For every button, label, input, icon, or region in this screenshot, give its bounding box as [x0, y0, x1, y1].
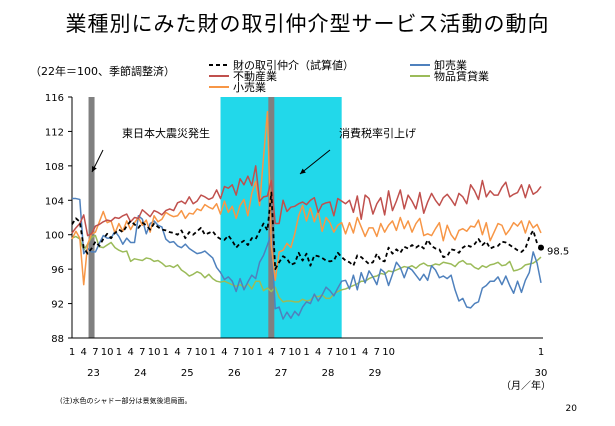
series-line — [71, 165, 542, 237]
series-line — [71, 191, 542, 271]
annotation-arrow-line — [299, 149, 331, 175]
month-tick-label: 7 — [186, 347, 192, 358]
month-tick-label: 4 — [81, 347, 87, 358]
page-number: 20 — [565, 404, 577, 414]
month-tick-label: 10 — [288, 347, 301, 358]
year-label: 23 — [87, 368, 100, 379]
month-tick-label: 4 — [268, 347, 274, 358]
month-tick-label: 1 — [538, 347, 544, 358]
annotation-arrow-head — [300, 168, 306, 174]
year-label: 25 — [181, 368, 194, 379]
month-tick-label: 4 — [315, 347, 321, 358]
y-tick-label: 108 — [45, 162, 64, 173]
month-tick-label: 7 — [374, 347, 380, 358]
month-tick-label: 1 — [163, 347, 169, 358]
unit-note: （22年＝100、季節調整済） — [30, 65, 175, 78]
series-line — [72, 197, 542, 320]
event-bar — [268, 97, 275, 338]
month-tick-label: 10 — [335, 347, 348, 358]
year-label: 28 — [322, 368, 335, 379]
event-bar — [88, 97, 95, 338]
recession-shade — [220, 97, 342, 338]
legend-label: 物品賃貸業 — [434, 69, 489, 83]
event-layer — [88, 97, 275, 338]
month-tick-label: 1 — [303, 347, 309, 358]
legend-label: 不動産業 — [233, 69, 277, 83]
event-label: 東日本大震災発生 — [122, 126, 210, 140]
month-tick-label: 7 — [139, 347, 145, 358]
month-tick-label: 1 — [116, 347, 122, 358]
month-tick-label: 4 — [174, 347, 180, 358]
year-label: 24 — [134, 368, 147, 379]
footnote: (注)水色のシャドー部分は景気後退局面。 — [60, 397, 192, 405]
year-label: 27 — [275, 368, 288, 379]
y-tick-label: 116 — [45, 93, 64, 104]
year-label: 26 — [228, 368, 241, 379]
shade-layer — [220, 97, 342, 338]
legend-label: 財の取引仲介（試算値） — [233, 58, 354, 72]
text-layer: 東日本大震災発生 消費税率引上げ 98.5 — [91, 126, 569, 258]
y-tick-label: 96 — [51, 265, 64, 276]
month-tick-label: 7 — [280, 347, 286, 358]
month-tick-label: 10 — [242, 347, 255, 358]
page-title: 業種別にみた財の取引仲介型サービス活動の動向 — [65, 12, 550, 36]
year-label: 29 — [369, 368, 382, 379]
annotation-arrow-head — [92, 166, 97, 172]
y-tick-label: 88 — [51, 334, 64, 345]
month-tick-label: 7 — [233, 347, 239, 358]
year-label: 30 — [535, 368, 548, 379]
month-tick-label: 7 — [327, 347, 333, 358]
month-tick-label: 10 — [101, 347, 114, 358]
series-layer — [71, 110, 544, 320]
series-line — [71, 110, 542, 286]
month-tick-label: 4 — [221, 347, 227, 358]
month-tick-label: 4 — [362, 347, 368, 358]
month-tick-label: 1 — [210, 347, 216, 358]
month-tick-label: 1 — [256, 347, 262, 358]
month-tick-label: 10 — [148, 347, 161, 358]
y-tick-label: 112 — [45, 127, 64, 138]
month-tick-label: 10 — [195, 347, 208, 358]
end-value-label: 98.5 — [547, 247, 569, 258]
y-tick-label: 100 — [45, 231, 64, 242]
y-tick-label: 92 — [51, 300, 64, 311]
month-tick-label: 10 — [382, 347, 395, 358]
event-label: 消費税率引上げ — [339, 126, 416, 140]
legend-label: 卸売業 — [434, 58, 467, 72]
month-tick-label: 7 — [92, 347, 98, 358]
month-tick-label: 1 — [350, 347, 356, 358]
legend-label: 小売業 — [233, 81, 266, 94]
month-tick-label: 1 — [69, 347, 75, 358]
month-tick-label: 4 — [127, 347, 133, 358]
y-tick-label: 104 — [45, 196, 64, 207]
end-point-marker — [538, 244, 544, 251]
series-line — [71, 234, 542, 303]
x-axis-label: （月／年） — [501, 379, 551, 392]
